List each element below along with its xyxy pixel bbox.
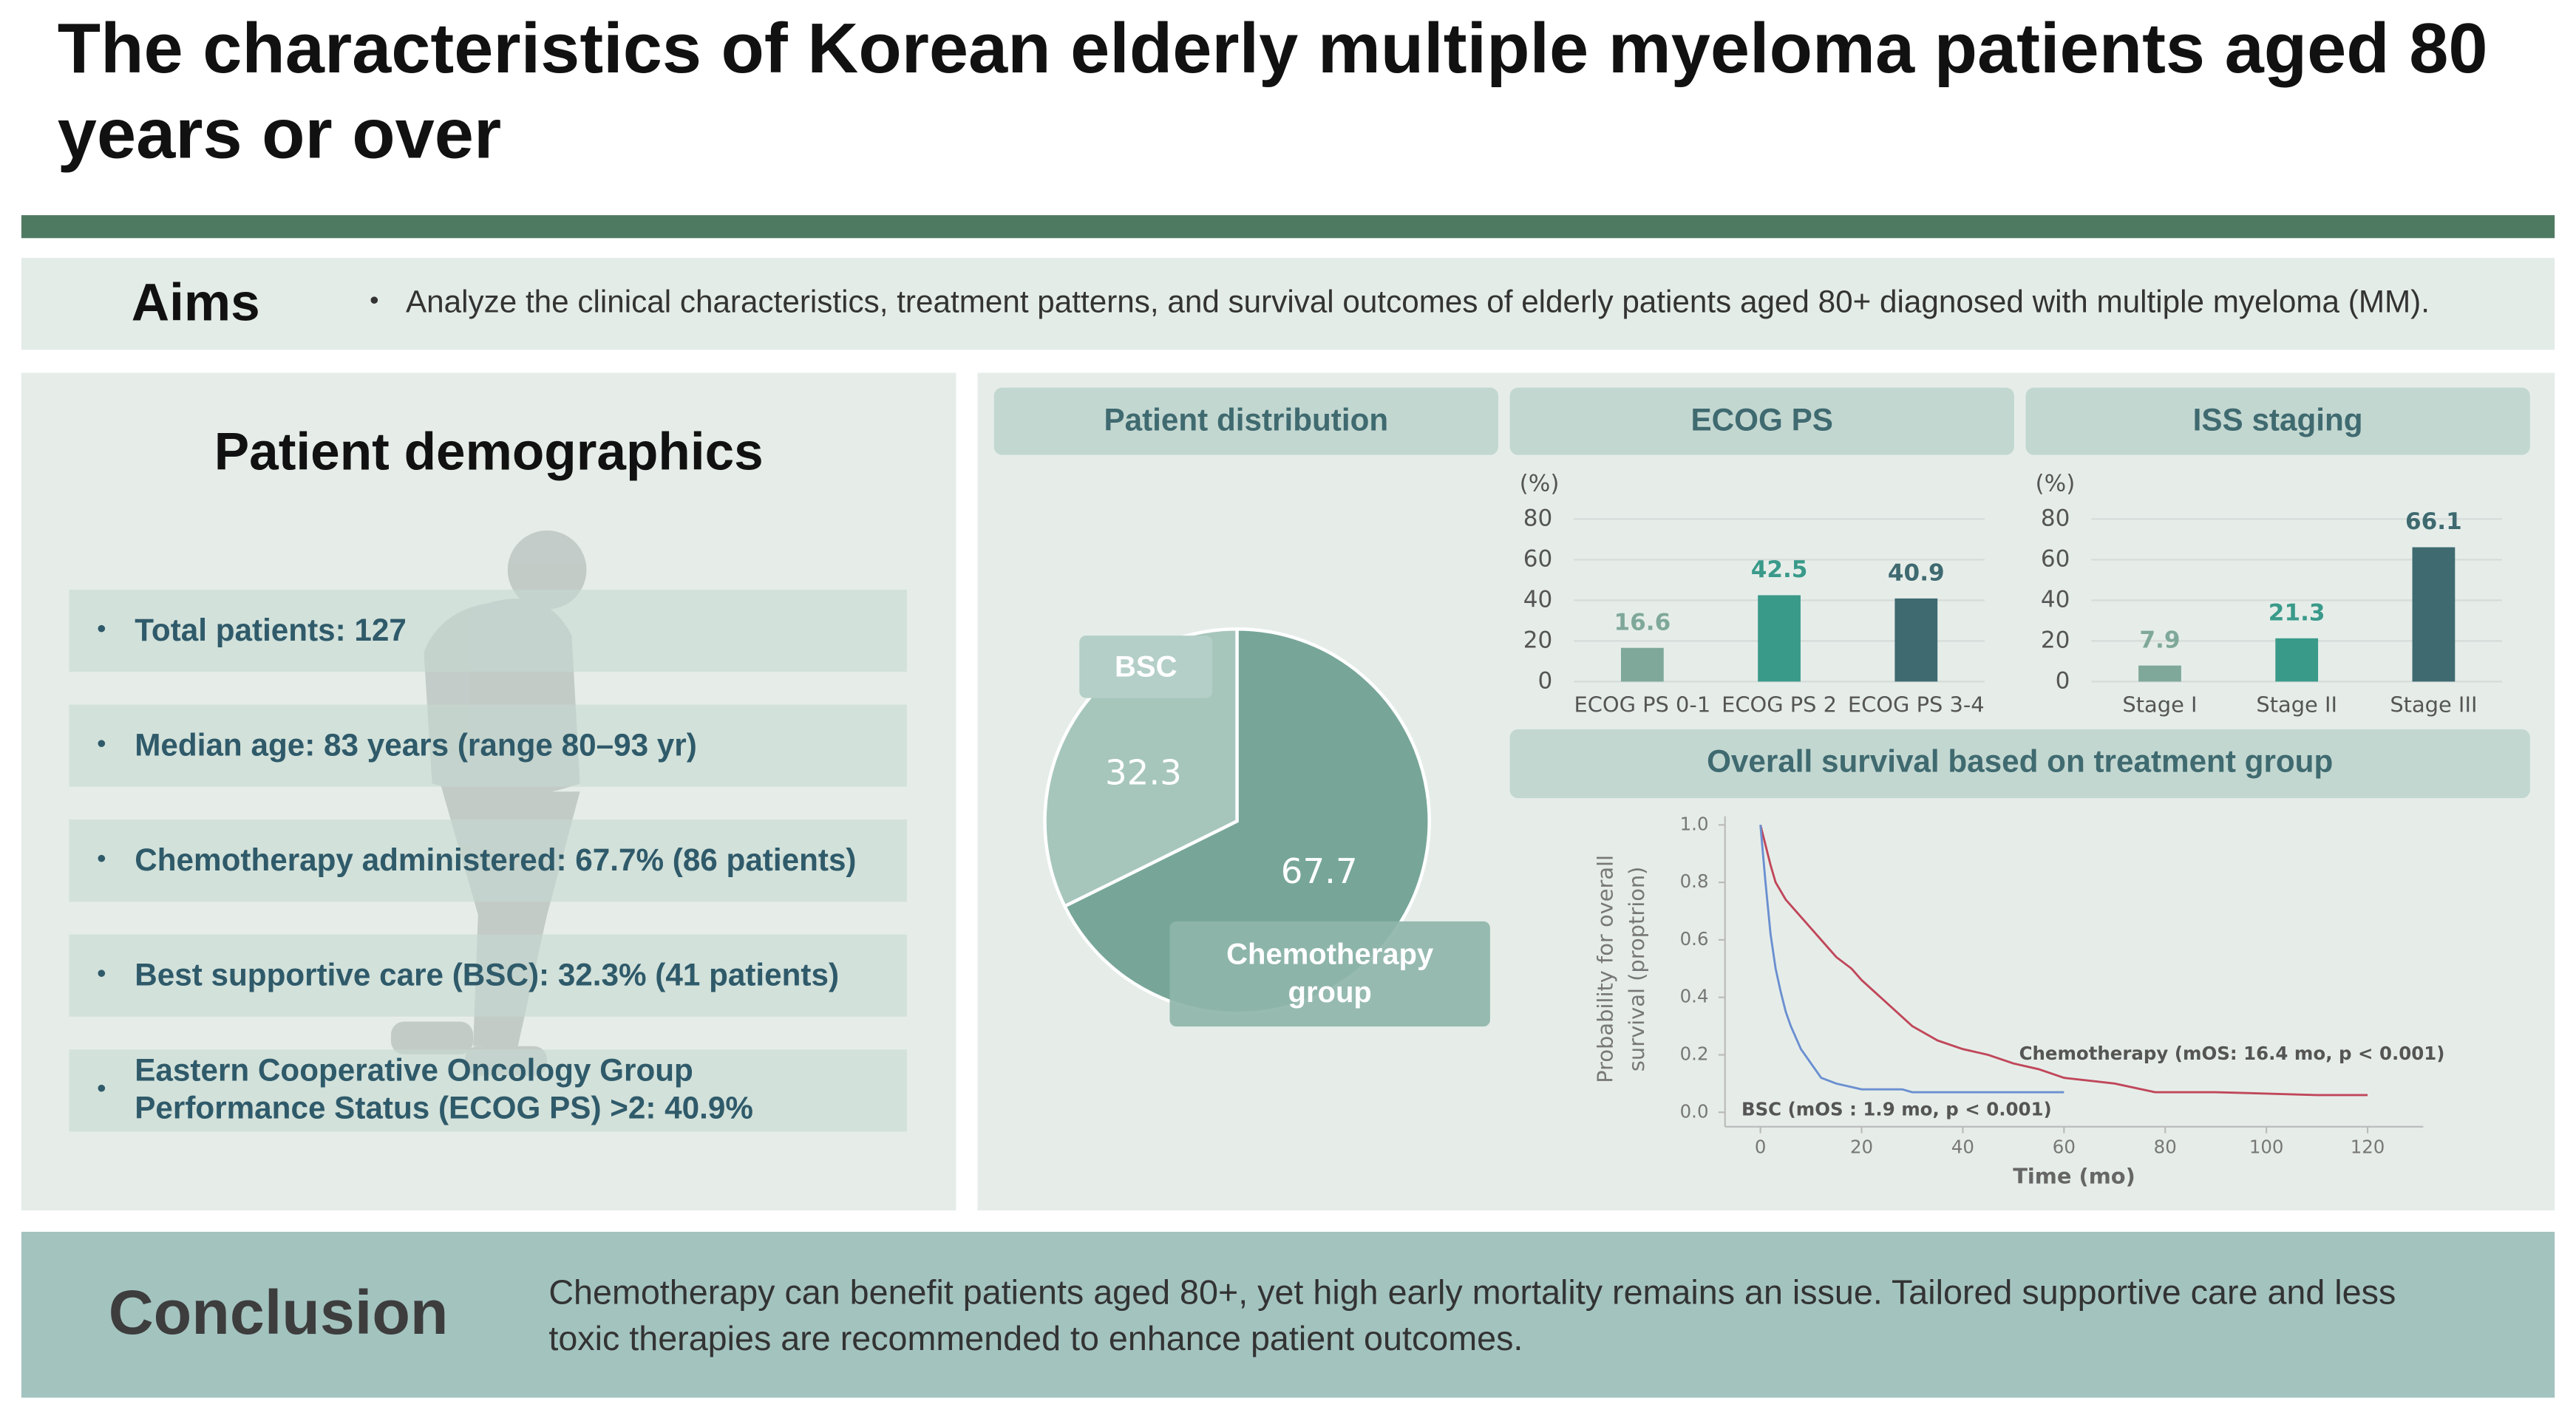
y-tick-label: 0.6 — [1680, 928, 1709, 950]
value-label: 16.6 — [1614, 609, 1671, 635]
curve-annotation: Chemotherapy (mOS: 16.4 mo, p < 0.001) — [2019, 1043, 2445, 1064]
x-tick-label: ECOG PS 3-4 — [1848, 692, 1985, 718]
chart-title: Overall survival based on treatment grou… — [1509, 729, 2530, 799]
x-tick-label: 20 — [1850, 1137, 1873, 1158]
x-tick-label: 80 — [2154, 1137, 2177, 1158]
value-label: 42.5 — [1751, 556, 1808, 583]
demo-text: Total patients: 127 — [135, 613, 407, 648]
y-tick-label: 60 — [2041, 545, 2070, 572]
bar — [2138, 665, 2181, 682]
pie-value-label: 32.3 — [1105, 754, 1182, 794]
x-tick-label: ECOG PS 2 — [1722, 692, 1837, 718]
y-tick-label: 0.0 — [1680, 1100, 1709, 1122]
x-tick-label: 40 — [1951, 1137, 1974, 1158]
y-axis-label: survival (proptrion) — [1624, 867, 1649, 1072]
pie-category-label: BSC — [1079, 635, 1213, 698]
bar — [1758, 595, 1801, 682]
conclusion-bar: Conclusion Chemotherapy can benefit pati… — [21, 1231, 2555, 1398]
demo-item: Eastern Cooperative Oncology Group Perfo… — [69, 1049, 907, 1132]
demo-item: Total patients: 127 — [69, 589, 907, 672]
y-tick-label: 0.2 — [1680, 1043, 1709, 1064]
x-tick-label: Stage III — [2390, 692, 2477, 718]
y-tick-label: 0 — [2056, 667, 2070, 694]
x-tick-label: Stage I — [2122, 692, 2197, 718]
aims-label: Aims — [131, 272, 260, 332]
chart-title: ECOG PS — [1509, 387, 2014, 455]
bar — [2412, 547, 2456, 682]
chart-title: ISS staging — [2025, 387, 2530, 455]
value-label: 21.3 — [2269, 599, 2325, 626]
curve-annotation: BSC (mOS : 1.9 mo, p < 0.001) — [1741, 1098, 2052, 1120]
y-tick-label: 0 — [1538, 667, 1553, 694]
bar — [1894, 598, 1938, 682]
demographics-title: Patient demographics — [214, 422, 764, 482]
bullet: • — [370, 287, 379, 316]
x-tick-label: 120 — [2351, 1137, 2385, 1158]
conclusion-label: Conclusion — [108, 1279, 449, 1349]
y-tick-label: 60 — [1523, 545, 1553, 572]
conclusion-text: Chemotherapy can benefit patients aged 8… — [548, 1274, 2396, 1359]
y-tick-label: 0.4 — [1680, 986, 1709, 1007]
x-tick-label: 0 — [1755, 1137, 1767, 1158]
x-tick-label: 100 — [2249, 1137, 2284, 1158]
demo-text: Eastern Cooperative Oncology Group Perfo… — [135, 1054, 753, 1127]
value-label: 7.9 — [2139, 627, 2180, 653]
demo-item: Best supportive care (BSC): 32.3% (41 pa… — [69, 934, 907, 1017]
y-tick-label: 20 — [2041, 627, 2070, 653]
title: The characteristics of Korean elderly mu… — [57, 10, 2488, 174]
y-tick-label: 40 — [2041, 586, 2070, 613]
pie-category-label: Chemotherapy group — [1169, 921, 1490, 1027]
x-tick-label: 60 — [2053, 1137, 2076, 1158]
demo-item: Chemotherapy administered: 67.7% (86 pat… — [69, 819, 907, 902]
chart-title: Patient distribution — [993, 387, 1499, 455]
x-tick-label: Stage II — [2256, 692, 2337, 718]
demo-text: Median age: 83 years (range 80–93 yr) — [135, 728, 697, 763]
value-label: 40.9 — [1888, 560, 1945, 587]
bar — [2275, 638, 2319, 682]
aims-text: Analyze the clinical characteristics, tr… — [405, 285, 2430, 321]
pie-value-label: 67.7 — [1281, 852, 1358, 892]
x-tick-label: ECOG PS 0-1 — [1574, 692, 1710, 718]
survival-curve — [1759, 824, 2368, 1097]
y-tick-label: 80 — [2041, 505, 2070, 531]
y-axis-unit: (%) — [2036, 471, 2076, 497]
demo-text: Chemotherapy administered: 67.7% (86 pat… — [135, 843, 857, 878]
survival-curve — [1759, 825, 2064, 1094]
value-label: 66.1 — [2405, 508, 2462, 535]
y-tick-label: 1.0 — [1680, 813, 1709, 834]
y-axis-unit: (%) — [1520, 471, 1560, 497]
y-tick-label: 40 — [1523, 586, 1553, 613]
aims-bar: Aims • Analyze the clinical characterist… — [21, 257, 2555, 350]
demo-item: Median age: 83 years (range 80–93 yr) — [69, 704, 907, 787]
y-tick-label: 20 — [1523, 627, 1553, 653]
y-tick-label: 80 — [1523, 505, 1553, 531]
y-tick-label: 0.8 — [1680, 870, 1709, 892]
divider — [21, 215, 2555, 239]
y-axis-label: Probability for overall — [1593, 855, 1618, 1083]
bar — [1620, 647, 1664, 682]
x-axis-label: Time (mo) — [2013, 1164, 2135, 1189]
demo-text: Best supportive care (BSC): 32.3% (41 pa… — [135, 958, 840, 993]
